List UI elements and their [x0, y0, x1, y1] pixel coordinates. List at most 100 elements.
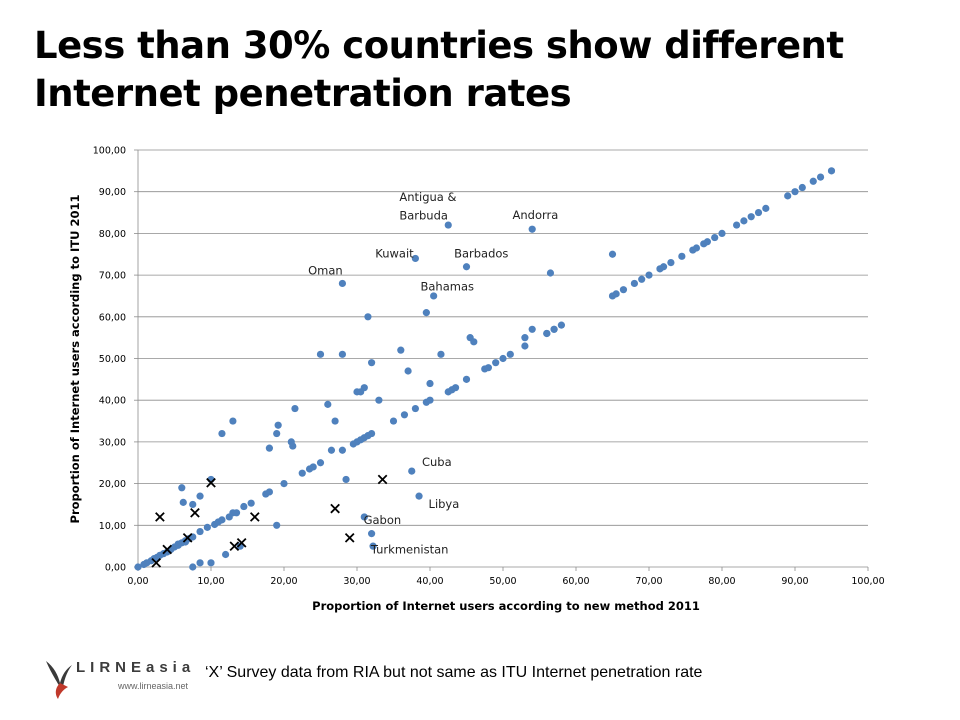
country-label: Barbuda: [399, 209, 448, 223]
y-tick-label: 30,00: [99, 437, 126, 448]
data-point: [218, 429, 226, 438]
data-point: [196, 492, 204, 500]
data-point: [827, 167, 836, 175]
country-label: Turkmenistan: [370, 543, 449, 557]
data-point: [506, 350, 514, 358]
data-point: [528, 325, 536, 333]
y-tick-label: 20,00: [99, 479, 126, 490]
data-point: [369, 542, 377, 550]
data-point: [291, 404, 299, 413]
data-point: [203, 523, 211, 531]
x-tick-label: 40,00: [416, 576, 443, 587]
data-point: [327, 446, 336, 454]
x-tick-label: 10,00: [197, 576, 224, 587]
country-label: Barbados: [454, 247, 508, 261]
x-tick-label: 100,00: [851, 576, 884, 587]
lirneasia-logo: LIRNEasia www.lirneasia.net: [42, 653, 192, 703]
data-point: [189, 500, 197, 509]
x-marker-stroke: [206, 477, 216, 488]
x-tick-label: 80,00: [708, 576, 735, 587]
data-point: [430, 292, 438, 300]
data-point: [273, 521, 281, 529]
data-point: [280, 480, 288, 488]
data-point: [492, 359, 500, 367]
data-point: [389, 417, 398, 425]
logo-wordmark: LIRNEasia: [76, 659, 196, 676]
survey-x-marker: [162, 544, 173, 555]
data-point: [612, 290, 620, 298]
data-point: [816, 173, 825, 181]
data-point: [331, 417, 339, 425]
country-label: Oman: [308, 263, 343, 277]
data-point: [711, 233, 719, 242]
country-label: Antigua &: [399, 190, 456, 204]
data-point: [462, 263, 471, 271]
data-point: [809, 177, 817, 185]
survey-x-marker: [182, 532, 193, 543]
annotation-layer: Antigua & Barbuda Andorra Kuwait Barbados Oma…: [308, 190, 558, 557]
x-marker-stroke: [344, 532, 355, 543]
data-point: [619, 286, 628, 294]
data-point: [316, 459, 325, 467]
data-point: [528, 225, 536, 233]
survey-x-marker: [206, 477, 216, 488]
slide-title-line-1: Less than 30% countries show different: [34, 24, 844, 67]
x-marker-stroke: [162, 544, 173, 555]
data-point: [426, 379, 434, 388]
data-point: [678, 252, 686, 260]
data-point: [134, 563, 142, 571]
data-point: [484, 364, 492, 372]
data-point: [179, 498, 187, 506]
x-marker-stroke: [377, 474, 388, 485]
data-point-layer: [134, 167, 836, 571]
y-tick-label: 80,00: [99, 229, 126, 240]
axis-layer: [134, 149, 869, 571]
data-point: [791, 188, 799, 196]
survey-x-marker: [190, 507, 200, 518]
x-marker-stroke: [190, 507, 200, 518]
data-point: [368, 359, 376, 367]
data-point: [703, 238, 712, 246]
data-point: [229, 417, 237, 425]
data-point: [189, 563, 197, 571]
data-point: [360, 513, 368, 521]
data-point: [499, 354, 507, 363]
data-point: [462, 375, 471, 383]
data-point: [324, 400, 332, 408]
x-tick-label: 20,00: [270, 576, 297, 587]
data-point: [404, 367, 412, 375]
survey-x-marker: [155, 512, 165, 522]
country-label: Bahamas: [421, 280, 475, 294]
y-tick-label: 0,00: [105, 563, 126, 574]
x-marker-stroke: [182, 532, 193, 543]
data-point: [240, 502, 248, 511]
survey-x-marker: [229, 541, 240, 551]
survey-x-marker: [330, 503, 340, 514]
data-point: [274, 421, 282, 429]
x-axis-label: Proportion of Internet users according t…: [312, 599, 700, 613]
data-point: [265, 444, 273, 452]
data-point: [222, 550, 230, 559]
data-point: [521, 334, 529, 342]
survey-x-marker: [249, 512, 260, 522]
data-point: [733, 221, 741, 229]
survey-x-marker: [151, 557, 162, 568]
data-point: [411, 404, 419, 413]
data-point: [740, 217, 748, 225]
data-point: [181, 538, 190, 546]
data-point: [397, 346, 405, 354]
x-tick-label: 60,00: [562, 576, 589, 587]
slide-title: Less than 30% countries show different I…: [34, 22, 934, 118]
data-point: [207, 559, 215, 567]
y-tick-label: 40,00: [99, 396, 126, 407]
data-point: [754, 208, 763, 217]
x-marker-stroke: [155, 512, 165, 522]
data-point: [338, 446, 346, 454]
x-tick-label: 90,00: [781, 576, 808, 587]
y-axis-label: Proportion of Internet users according t…: [68, 195, 82, 524]
x-marker-stroke: [236, 537, 247, 548]
data-point: [316, 350, 325, 358]
data-point: [411, 254, 419, 263]
logo-url: www.lirneasia.net: [118, 681, 189, 691]
